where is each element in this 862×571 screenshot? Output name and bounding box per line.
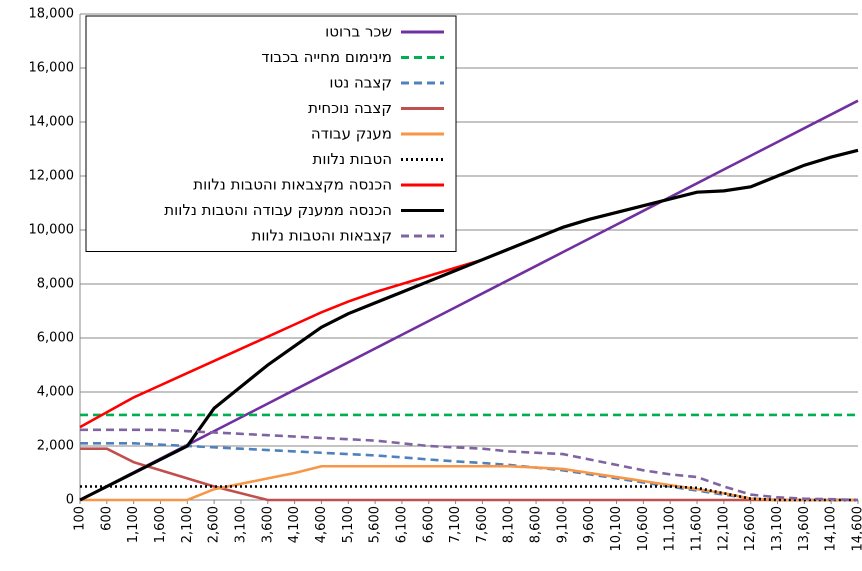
x-tick-label: 11,100 bbox=[663, 506, 678, 552]
y-tick-label: 12,000 bbox=[29, 169, 75, 184]
legend-label: מענק עבודה bbox=[311, 125, 392, 143]
x-tick-label: 1,100 bbox=[126, 506, 141, 543]
legend-label: קצבה נטו bbox=[329, 74, 392, 92]
y-tick-label: 8,000 bbox=[37, 277, 74, 292]
x-tick-label: 5,600 bbox=[368, 506, 383, 543]
x-tick-label: 6,100 bbox=[394, 506, 409, 543]
legend-label: הטבות נלוות bbox=[313, 150, 392, 168]
x-tick-label: 9,100 bbox=[555, 506, 570, 543]
x-tick-label: 12,600 bbox=[743, 506, 758, 552]
x-tick-label: 8,600 bbox=[529, 506, 544, 543]
x-tick-label: 4,100 bbox=[287, 506, 302, 543]
x-tick-label: 4,600 bbox=[314, 506, 329, 543]
y-tick-label: 4,000 bbox=[37, 385, 74, 400]
y-tick-label: 16,000 bbox=[29, 61, 75, 76]
y-tick-label: 18,000 bbox=[29, 7, 75, 22]
x-tick-label: 7,600 bbox=[475, 506, 490, 543]
x-tick-label: 13,100 bbox=[770, 506, 785, 552]
x-tick-label: 5,100 bbox=[341, 506, 356, 543]
x-tick-label: 12,100 bbox=[716, 506, 731, 552]
x-tick-label: 7,100 bbox=[448, 506, 463, 543]
legend-label: שכר ברוטו bbox=[325, 23, 392, 41]
y-tick-label: 6,000 bbox=[37, 331, 74, 346]
legend-label: מינימום מחייה בכבוד bbox=[261, 48, 392, 66]
x-tick-label: 1,600 bbox=[153, 506, 168, 543]
x-tick-label: 11,600 bbox=[690, 506, 705, 552]
legend-label: הכנסה מקצבאות והטבות נלוות bbox=[193, 176, 392, 194]
x-tick-label: 3,600 bbox=[260, 506, 275, 543]
x-tick-label: 13,600 bbox=[797, 506, 812, 552]
legend-label: קצבה נוכחית bbox=[308, 99, 392, 117]
x-tick-label: 2,600 bbox=[207, 506, 222, 543]
x-tick-label: 6,600 bbox=[421, 506, 436, 543]
x-tick-label: 8,100 bbox=[502, 506, 517, 543]
y-tick-label: 2,000 bbox=[37, 439, 74, 454]
x-tick-label: 2,100 bbox=[180, 506, 195, 543]
x-tick-label: 100 bbox=[73, 506, 88, 531]
x-tick-label: 10,100 bbox=[609, 506, 624, 552]
x-tick-label: 14,100 bbox=[824, 506, 839, 552]
x-tick-label: 600 bbox=[99, 506, 114, 531]
legend-label: הכנסה ממענק עבודה והטבות נלוות bbox=[164, 201, 392, 219]
y-tick-label: 0 bbox=[66, 493, 74, 508]
x-tick-label: 10,600 bbox=[636, 506, 651, 552]
series-line bbox=[80, 466, 858, 500]
x-tick-label: 14,600 bbox=[851, 506, 862, 552]
legend-label: קצבאות והטבות נלוות bbox=[251, 227, 392, 245]
x-tick-label: 3,100 bbox=[233, 506, 248, 543]
y-tick-label: 14,000 bbox=[29, 115, 75, 130]
y-tick-label: 10,000 bbox=[29, 223, 75, 238]
x-tick-label: 9,600 bbox=[582, 506, 597, 543]
